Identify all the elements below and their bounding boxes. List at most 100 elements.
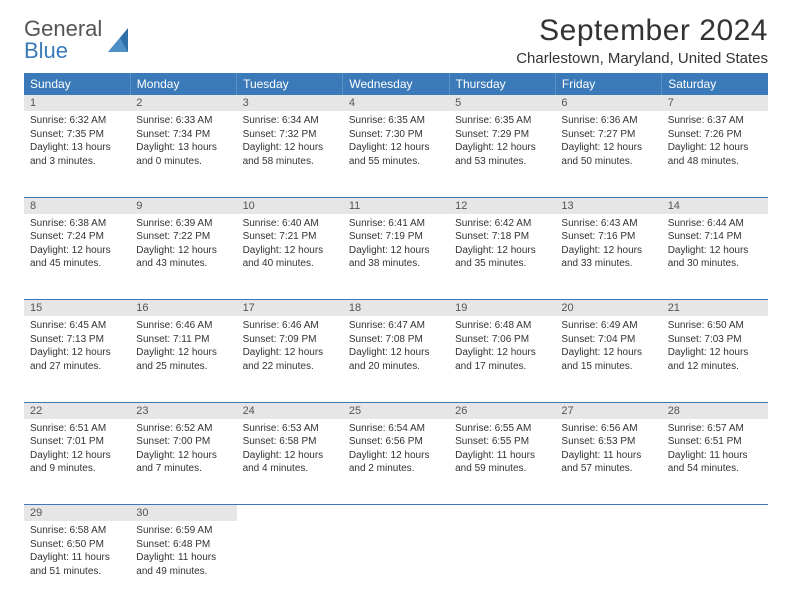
sunrise-text: Sunrise: 6:44 AM [668,217,762,231]
day-body-row: Sunrise: 6:51 AMSunset: 7:01 PMDaylight:… [24,419,768,505]
sunset-text: Sunset: 7:26 PM [668,128,762,142]
daylight-text: Daylight: 11 hours and 51 minutes. [30,551,124,578]
sunset-text: Sunset: 6:48 PM [136,538,230,552]
sunrise-text: Sunrise: 6:52 AM [136,422,230,436]
day-body: Sunrise: 6:58 AMSunset: 6:50 PMDaylight:… [24,521,130,582]
day-cell: Sunrise: 6:46 AMSunset: 7:11 PMDaylight:… [130,316,236,402]
sunset-text: Sunset: 7:01 PM [30,435,124,449]
day-cell: Sunrise: 6:57 AMSunset: 6:51 PMDaylight:… [662,419,768,505]
sunrise-text: Sunrise: 6:40 AM [243,217,337,231]
day-cell: Sunrise: 6:38 AMSunset: 7:24 PMDaylight:… [24,214,130,300]
sunset-text: Sunset: 6:53 PM [561,435,655,449]
day-cell: Sunrise: 6:45 AMSunset: 7:13 PMDaylight:… [24,316,130,402]
day-body: Sunrise: 6:45 AMSunset: 7:13 PMDaylight:… [24,316,130,377]
day-cell: Sunrise: 6:53 AMSunset: 6:58 PMDaylight:… [237,419,343,505]
sunrise-text: Sunrise: 6:35 AM [455,114,549,128]
day-body: Sunrise: 6:46 AMSunset: 7:11 PMDaylight:… [130,316,236,377]
day-number-cell: 6 [555,95,661,111]
sunset-text: Sunset: 6:55 PM [455,435,549,449]
daylight-text: Daylight: 12 hours and 22 minutes. [243,346,337,373]
day-body: Sunrise: 6:55 AMSunset: 6:55 PMDaylight:… [449,419,555,480]
day-number-cell: 17 [237,300,343,317]
sunset-text: Sunset: 7:22 PM [136,230,230,244]
day-number-cell [555,505,661,522]
day-cell: Sunrise: 6:52 AMSunset: 7:00 PMDaylight:… [130,419,236,505]
daylight-text: Daylight: 12 hours and 15 minutes. [561,346,655,373]
sunset-text: Sunset: 7:29 PM [455,128,549,142]
day-body: Sunrise: 6:44 AMSunset: 7:14 PMDaylight:… [662,214,768,275]
sunrise-text: Sunrise: 6:54 AM [349,422,443,436]
weekday-header: Friday [555,73,661,95]
sunrise-text: Sunrise: 6:33 AM [136,114,230,128]
day-body: Sunrise: 6:35 AMSunset: 7:29 PMDaylight:… [449,111,555,172]
daylight-text: Daylight: 13 hours and 3 minutes. [30,141,124,168]
weekday-header: Monday [130,73,236,95]
sunrise-text: Sunrise: 6:36 AM [561,114,655,128]
sunset-text: Sunset: 7:34 PM [136,128,230,142]
day-number-cell: 10 [237,197,343,214]
sunset-text: Sunset: 7:32 PM [243,128,337,142]
day-body-row: Sunrise: 6:58 AMSunset: 6:50 PMDaylight:… [24,521,768,607]
daylight-text: Daylight: 12 hours and 38 minutes. [349,244,443,271]
day-body: Sunrise: 6:37 AMSunset: 7:26 PMDaylight:… [662,111,768,172]
day-body: Sunrise: 6:40 AMSunset: 7:21 PMDaylight:… [237,214,343,275]
sunrise-text: Sunrise: 6:42 AM [455,217,549,231]
sail-icon [106,24,132,56]
day-body: Sunrise: 6:34 AMSunset: 7:32 PMDaylight:… [237,111,343,172]
day-number-cell: 24 [237,402,343,419]
day-number-row: 22232425262728 [24,402,768,419]
day-number-cell: 19 [449,300,555,317]
day-body: Sunrise: 6:42 AMSunset: 7:18 PMDaylight:… [449,214,555,275]
day-number-cell: 13 [555,197,661,214]
day-cell: Sunrise: 6:35 AMSunset: 7:29 PMDaylight:… [449,111,555,197]
daylight-text: Daylight: 11 hours and 49 minutes. [136,551,230,578]
day-number-cell: 18 [343,300,449,317]
sunrise-text: Sunrise: 6:46 AM [243,319,337,333]
day-number-cell: 7 [662,95,768,111]
header: General Blue September 2024 Charlestown,… [24,18,768,67]
day-cell: Sunrise: 6:54 AMSunset: 6:56 PMDaylight:… [343,419,449,505]
day-number-cell: 9 [130,197,236,214]
day-body: Sunrise: 6:54 AMSunset: 6:56 PMDaylight:… [343,419,449,480]
day-number-cell: 8 [24,197,130,214]
daylight-text: Daylight: 12 hours and 17 minutes. [455,346,549,373]
weekday-header: Tuesday [237,73,343,95]
day-number-cell [237,505,343,522]
day-number-cell: 16 [130,300,236,317]
day-cell: Sunrise: 6:35 AMSunset: 7:30 PMDaylight:… [343,111,449,197]
day-cell: Sunrise: 6:40 AMSunset: 7:21 PMDaylight:… [237,214,343,300]
daylight-text: Daylight: 11 hours and 54 minutes. [668,449,762,476]
day-cell: Sunrise: 6:55 AMSunset: 6:55 PMDaylight:… [449,419,555,505]
day-number-cell: 28 [662,402,768,419]
daylight-text: Daylight: 12 hours and 9 minutes. [30,449,124,476]
day-cell: Sunrise: 6:36 AMSunset: 7:27 PMDaylight:… [555,111,661,197]
month-title: September 2024 [516,14,768,48]
calendar-table: Sunday Monday Tuesday Wednesday Thursday… [24,73,768,607]
location-text: Charlestown, Maryland, United States [516,50,768,67]
day-number-cell: 3 [237,95,343,111]
sunset-text: Sunset: 7:21 PM [243,230,337,244]
day-cell: Sunrise: 6:41 AMSunset: 7:19 PMDaylight:… [343,214,449,300]
daylight-text: Daylight: 12 hours and 58 minutes. [243,141,337,168]
sunrise-text: Sunrise: 6:57 AM [668,422,762,436]
sunrise-text: Sunrise: 6:39 AM [136,217,230,231]
sunset-text: Sunset: 7:35 PM [30,128,124,142]
sunset-text: Sunset: 7:19 PM [349,230,443,244]
day-cell [662,521,768,607]
sunset-text: Sunset: 7:09 PM [243,333,337,347]
day-body: Sunrise: 6:53 AMSunset: 6:58 PMDaylight:… [237,419,343,480]
sunrise-text: Sunrise: 6:46 AM [136,319,230,333]
sunset-text: Sunset: 7:27 PM [561,128,655,142]
day-number-row: 891011121314 [24,197,768,214]
logo-word-2: Blue [24,38,68,63]
sunrise-text: Sunrise: 6:56 AM [561,422,655,436]
day-body-row: Sunrise: 6:38 AMSunset: 7:24 PMDaylight:… [24,214,768,300]
day-number-cell [662,505,768,522]
day-number-cell: 23 [130,402,236,419]
daylight-text: Daylight: 13 hours and 0 minutes. [136,141,230,168]
day-body: Sunrise: 6:32 AMSunset: 7:35 PMDaylight:… [24,111,130,172]
day-number-cell: 2 [130,95,236,111]
day-number-cell: 30 [130,505,236,522]
day-number-cell: 29 [24,505,130,522]
sunset-text: Sunset: 7:03 PM [668,333,762,347]
